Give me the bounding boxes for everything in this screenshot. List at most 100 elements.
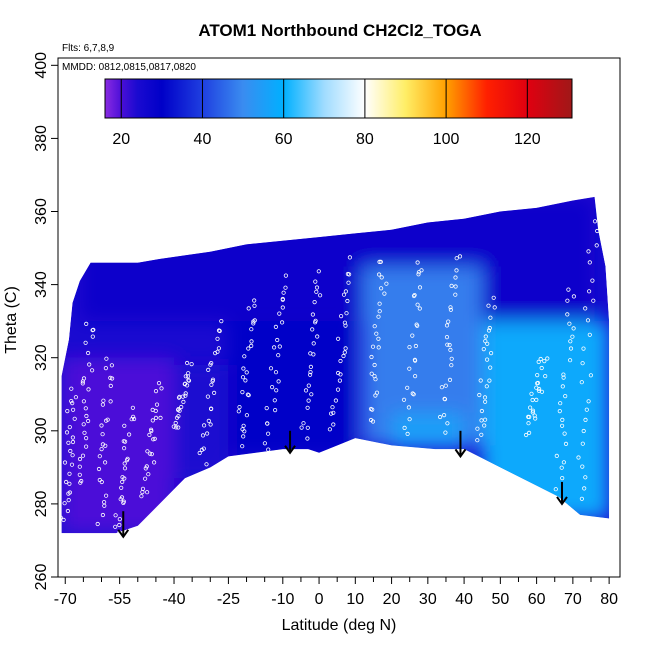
sample-marker	[533, 416, 538, 421]
heatmap-cell-high-north	[482, 321, 610, 519]
sample-marker	[475, 438, 480, 443]
sample-marker	[457, 254, 463, 259]
sample-marker	[331, 410, 336, 415]
sample-marker	[453, 292, 458, 297]
sample-marker	[58, 515, 63, 520]
sample-marker	[330, 405, 335, 410]
sample-marker	[581, 428, 586, 434]
sample-marker	[416, 272, 421, 277]
arrow-head	[454, 448, 467, 459]
x-tick-label: -70	[54, 591, 77, 608]
sample-marker	[478, 378, 483, 383]
sample-marker	[587, 260, 592, 265]
sample-marker	[579, 380, 584, 385]
sample-marker	[144, 464, 149, 469]
sample-marker	[84, 444, 89, 449]
x-tick-label: 50	[491, 591, 509, 608]
sample-marker	[412, 358, 418, 363]
x-tick-label: 30	[419, 591, 437, 608]
sample-marker	[173, 420, 178, 426]
sample-marker	[80, 453, 86, 458]
sample-marker	[273, 324, 278, 329]
sample-marker	[487, 325, 492, 331]
sample-marker	[401, 397, 407, 402]
sample-marker	[479, 432, 484, 437]
sample-marker	[406, 405, 411, 410]
sample-marker	[158, 415, 163, 420]
arrow-head	[556, 496, 568, 506]
sample-marker	[560, 475, 565, 481]
colorbar-tick-label: 20	[112, 131, 130, 148]
sample-marker	[484, 357, 490, 362]
y-tick-label: 380	[33, 125, 50, 152]
sample-marker	[378, 286, 384, 291]
sample-marker	[69, 462, 75, 467]
sample-marker	[97, 454, 102, 459]
sample-marker	[246, 346, 251, 351]
sample-marker	[584, 407, 589, 412]
sample-marker	[123, 439, 128, 444]
sample-marker	[534, 381, 540, 386]
colorbar-tick-label: 60	[275, 131, 293, 148]
sample-marker	[483, 338, 488, 344]
sample-marker	[376, 272, 382, 277]
sample-marker	[583, 417, 588, 422]
sample-marker	[209, 382, 214, 387]
sample-marker	[328, 411, 334, 416]
sample-marker	[448, 307, 453, 312]
sample-marker	[447, 377, 453, 382]
sample-marker	[183, 393, 188, 398]
sample-marker	[132, 416, 137, 422]
sample-marker	[542, 358, 547, 364]
sample-marker	[343, 346, 348, 351]
sample-marker	[145, 449, 150, 454]
sample-marker	[417, 285, 423, 290]
sample-marker	[454, 256, 459, 261]
sample-marker	[559, 423, 565, 428]
sample-marker	[266, 447, 271, 452]
sample-marker	[483, 334, 488, 339]
sample-marker	[530, 397, 535, 403]
sample-marker	[444, 334, 450, 340]
sample-marker	[313, 318, 318, 323]
sample-marker	[482, 423, 487, 428]
arrow-head	[117, 529, 130, 539]
sample-marker	[313, 279, 318, 284]
sample-marker	[445, 342, 450, 347]
sample-marker	[335, 387, 341, 392]
sample-marker	[244, 370, 249, 375]
sample-markers	[58, 200, 601, 535]
sample-marker	[488, 350, 494, 356]
sample-marker	[283, 273, 288, 278]
sample-marker	[65, 408, 70, 414]
sample-marker	[299, 425, 304, 430]
sample-marker	[265, 421, 270, 426]
sample-marker	[119, 485, 124, 490]
y-axis-label: Theta (C)	[3, 286, 20, 354]
sample-marker	[97, 477, 102, 483]
sample-marker	[405, 431, 410, 436]
sample-marker	[445, 421, 450, 426]
sample-marker	[215, 336, 220, 341]
sample-marker	[183, 391, 188, 396]
sample-marker	[443, 383, 448, 388]
sample-marker	[596, 200, 601, 205]
sample-marker	[342, 350, 347, 355]
sample-marker	[487, 378, 492, 383]
sample-marker	[62, 460, 68, 465]
sample-marker	[342, 320, 347, 325]
sample-marker	[301, 421, 306, 426]
sample-marker	[594, 243, 599, 248]
sample-marker	[482, 417, 488, 422]
sample-marker	[331, 422, 336, 427]
sample-marker	[104, 418, 109, 423]
sample-marker	[453, 284, 458, 289]
sample-marker	[130, 405, 135, 410]
sample-marker	[314, 285, 320, 290]
sample-marker	[443, 430, 448, 435]
sample-marker	[120, 475, 125, 480]
sample-marker	[69, 398, 74, 404]
sample-marker	[108, 399, 113, 404]
sample-marker	[308, 369, 313, 375]
